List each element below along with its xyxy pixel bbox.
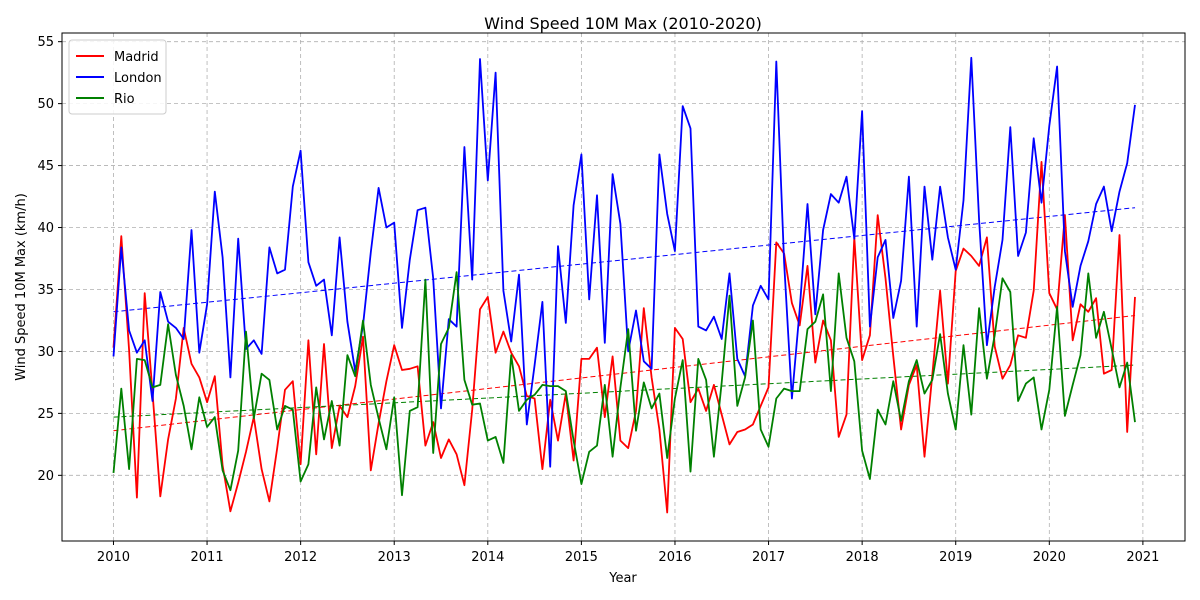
legend-label-madrid: Madrid <box>114 50 159 65</box>
plot-frame <box>61 32 1186 542</box>
legend-label-london: London <box>114 71 162 86</box>
legend: Madrid London Rio <box>68 39 167 115</box>
x-tick-label: 2017 <box>752 550 785 565</box>
series-layer <box>112 56 1136 514</box>
x-tick-label: 2016 <box>658 550 691 565</box>
x-tick-label: 2019 <box>939 550 972 565</box>
y-tick-label: 20 <box>37 469 54 484</box>
series-line-rio <box>112 271 1136 497</box>
y-axis-ticks: 20 25 30 35 40 45 50 55 <box>37 35 62 484</box>
x-axis-ticks: 2010 2011 2012 2013 2014 2015 2016 2017 2018 2019… <box>97 541 1159 565</box>
x-tick-label: 2018 <box>846 550 879 565</box>
grid-layer <box>62 33 1185 541</box>
series-line-london <box>112 56 1136 468</box>
y-tick-label: 25 <box>37 407 54 422</box>
y-tick-label: 30 <box>37 345 54 360</box>
y-tick-label: 40 <box>37 221 54 236</box>
x-tick-label: 2012 <box>284 550 317 565</box>
legend-box <box>68 39 167 115</box>
x-tick-label: 2013 <box>378 550 411 565</box>
x-tick-label: 2011 <box>191 550 224 565</box>
x-axis-label: Year <box>608 571 637 586</box>
x-tick-label: 2021 <box>1126 550 1159 565</box>
y-axis-label: Wind Speed 10M Max (km/h) <box>14 193 29 381</box>
legend-label-rio: Rio <box>114 92 135 107</box>
y-tick-label: 35 <box>37 283 54 298</box>
y-tick-label: 55 <box>37 35 54 50</box>
x-tick-label: 2014 <box>471 550 504 565</box>
x-tick-label: 2015 <box>565 550 598 565</box>
y-tick-label: 45 <box>37 159 54 174</box>
chart-title: Wind Speed 10M Max (2010-2020) <box>484 14 762 33</box>
series-line-madrid <box>112 160 1136 514</box>
x-tick-label: 2010 <box>97 550 130 565</box>
x-tick-label: 2020 <box>1033 550 1066 565</box>
y-tick-label: 50 <box>37 97 54 112</box>
trendline-london <box>113 207 1136 313</box>
